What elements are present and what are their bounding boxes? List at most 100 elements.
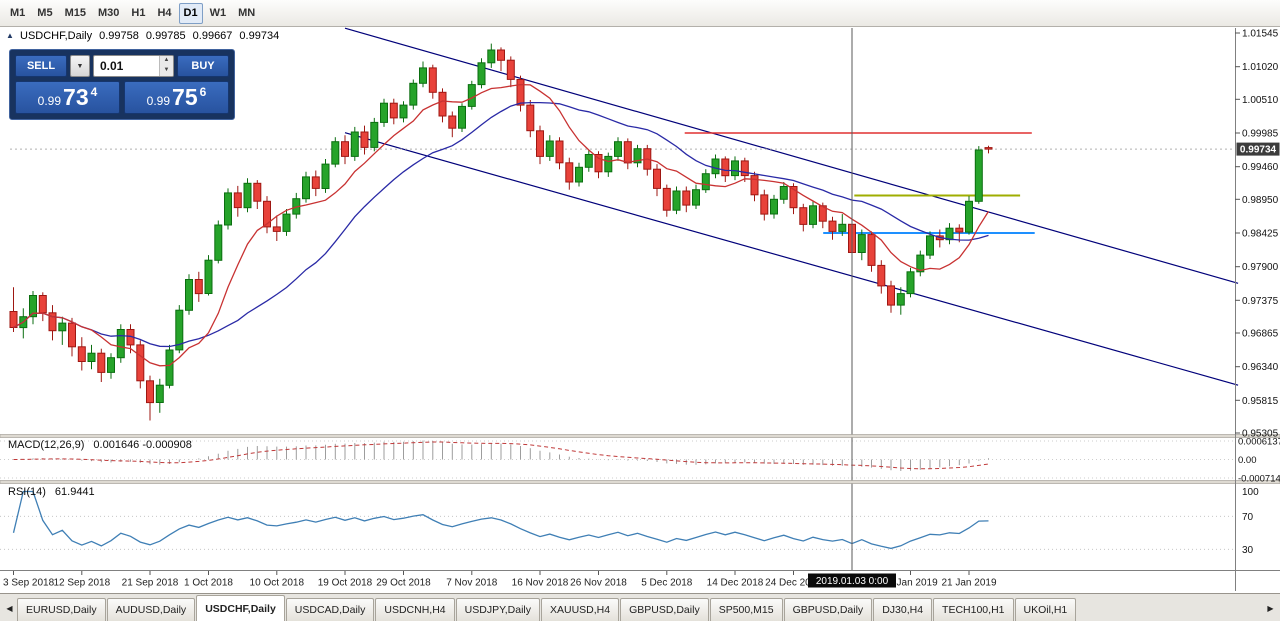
svg-text:0.99985: 0.99985 [1242, 129, 1279, 140]
rsi-panel [0, 490, 1235, 550]
svg-text:0.99460: 0.99460 [1242, 162, 1279, 173]
timeframe-d1-button[interactable]: D1 [178, 2, 203, 24]
svg-text:24 Dec 2018: 24 Dec 2018 [765, 578, 822, 589]
buy-button[interactable]: BUY [177, 55, 229, 77]
current-price-badge [1236, 142, 1280, 156]
chart-title: USDCHF,Daily 0.99758 0.99785 0.99667 0.9… [20, 30, 279, 42]
svg-text:0.00: 0.00 [1238, 455, 1257, 466]
rsi-name: RSI(14) [8, 486, 46, 498]
price-axis[interactable]: 1.01545 1.01020 1.00510 0.99985 0.99460 0.989… [1235, 28, 1280, 591]
ohlc-open: 0.99758 [99, 30, 139, 42]
svg-text:0.95305: 0.95305 [1242, 429, 1279, 440]
buy-price-pips: 75 [172, 84, 198, 110]
svg-text:1.01020: 1.01020 [1242, 62, 1279, 73]
volume-spinner[interactable]: ▲ ▼ [159, 56, 173, 76]
sell-button[interactable]: SELL [15, 55, 67, 77]
tab-tech100-h1[interactable]: TECH100,H1 [933, 598, 1014, 621]
timeframe-m30-button[interactable]: M30 [93, 3, 124, 24]
macd-values: 0.001646 -0.000908 [93, 439, 192, 451]
rsi-indicator-label: RSI(14) 61.9441 [8, 486, 95, 498]
tab-gbpusd-daily[interactable]: GBPUSD,Daily [620, 598, 709, 621]
buy-price-point: 6 [199, 85, 207, 99]
ohlc-low: 0.99667 [192, 30, 233, 42]
one-click-collapse-icon[interactable]: ▲ [6, 31, 14, 40]
time-axis[interactable]: 3 Sep 2018 12 Sep 2018 21 Sep 2018 1 Oct 20… [3, 571, 997, 589]
svg-text:30: 30 [1242, 545, 1254, 556]
timeframe-w1-button[interactable]: W1 [205, 3, 232, 24]
svg-text:0.97375: 0.97375 [1242, 296, 1279, 307]
spinner-up-icon[interactable]: ▲ [160, 56, 173, 66]
tab-sp500-m15[interactable]: SP500,M15 [709, 598, 783, 621]
chart-symbol-label: USDCHF,Daily [20, 30, 93, 42]
svg-text:21 Sep 2018: 21 Sep 2018 [122, 578, 179, 589]
candlestick-series [9, 43, 993, 421]
macd-signal-line [13, 441, 989, 470]
svg-text:0.95815: 0.95815 [1242, 396, 1279, 407]
svg-text:0.99734: 0.99734 [1240, 145, 1277, 156]
svg-text:26 Nov 2018: 26 Nov 2018 [570, 578, 627, 589]
svg-text:70: 70 [1242, 512, 1254, 523]
chevron-down-icon: ▼ [76, 62, 84, 70]
one-click-trading-panel: SELL ▼ ▲ ▼ BUY 0.99 73 4 0.9 [9, 49, 235, 120]
rsi-line [12, 490, 989, 550]
timeframe-h4-button[interactable]: H4 [152, 3, 176, 24]
volume-input[interactable] [94, 56, 159, 76]
tab-usdjpy-daily[interactable]: USDJPY,Daily [455, 598, 540, 621]
trend-channel[interactable] [344, 27, 1239, 386]
svg-text:0.96865: 0.96865 [1242, 329, 1279, 340]
svg-text:0.98425: 0.98425 [1242, 229, 1279, 240]
buy-price-button[interactable]: 0.99 75 6 [124, 81, 229, 114]
sell-price-button[interactable]: 0.99 73 4 [15, 81, 120, 114]
tab-audusd-daily[interactable]: AUDUSD,Daily [106, 598, 196, 621]
tab-ukoil-h1[interactable]: UKOil,H1 [1014, 598, 1077, 621]
tab-eurusd-daily[interactable]: EURUSD,Daily [17, 598, 106, 621]
timeframe-toolbar: M1 M5 M15 M30 H1 H4 D1 W1 MN [0, 0, 1280, 27]
sell-price-pips: 73 [63, 84, 89, 110]
svg-text:1.00510: 1.00510 [1242, 95, 1279, 106]
svg-text:12 Sep 2018: 12 Sep 2018 [53, 578, 110, 589]
svg-text:16 Nov 2018: 16 Nov 2018 [512, 578, 569, 589]
svg-text:0.96340: 0.96340 [1242, 362, 1279, 373]
svg-text:1.01545: 1.01545 [1242, 29, 1279, 40]
spinner-down-icon[interactable]: ▼ [160, 66, 173, 76]
svg-text:10 Oct 2018: 10 Oct 2018 [250, 578, 305, 589]
rsi-value: 61.9441 [54, 486, 95, 498]
svg-text:5 Dec 2018: 5 Dec 2018 [641, 578, 693, 589]
timeframe-h1-button[interactable]: H1 [126, 3, 150, 24]
macd-panel [0, 440, 1235, 479]
timeframe-m15-button[interactable]: M15 [60, 3, 91, 24]
svg-text:0.97900: 0.97900 [1242, 262, 1279, 273]
tab-usdcad-daily[interactable]: USDCAD,Daily [285, 598, 375, 621]
svg-text:1 Oct 2018: 1 Oct 2018 [184, 578, 233, 589]
timeframe-m5-button[interactable]: M5 [32, 3, 57, 24]
svg-text:0.0006137: 0.0006137 [1238, 437, 1280, 448]
volume-field: ▲ ▼ [93, 55, 174, 77]
tab-usdcnh-h4[interactable]: USDCNH,H4 [375, 598, 455, 621]
tabs-scroll-right-button[interactable]: ▶ [1263, 595, 1278, 621]
ohlc-close: 0.99734 [239, 30, 280, 42]
svg-text:29 Oct 2018: 29 Oct 2018 [376, 578, 431, 589]
tab-gbpusd-daily-2[interactable]: GBPUSD,Daily [783, 598, 873, 621]
svg-text:-0.0007142: -0.0007142 [1238, 474, 1280, 485]
horizontal-level-lines[interactable] [684, 132, 1035, 234]
tabs-scroll-left-button[interactable]: ◀ [2, 595, 17, 621]
volume-dropdown-button[interactable]: ▼ [70, 55, 90, 77]
sell-price-base: 0.99 [37, 94, 62, 108]
svg-text:11 Jan 2019: 11 Jan 2019 [883, 578, 938, 589]
chart-area: 1.01545 1.01020 1.00510 0.99985 0.99460 0.989… [0, 27, 1280, 593]
chart-tab-bar: ◀ EURUSD,Daily AUDUSD,Daily USDCHF,Daily… [0, 593, 1280, 621]
timeframe-mn-button[interactable]: MN [233, 3, 260, 24]
timeframe-m1-button[interactable]: M1 [5, 3, 30, 24]
svg-text:100: 100 [1242, 487, 1259, 498]
tab-dj30-h4[interactable]: DJ30,H4 [873, 598, 933, 621]
tab-usdchf-daily[interactable]: USDCHF,Daily [196, 595, 285, 621]
svg-text:3 Sep 2018: 3 Sep 2018 [3, 578, 55, 589]
price-chart[interactable]: 1.01545 1.01020 1.00510 0.99985 0.99460 0.989… [0, 27, 1280, 593]
svg-text:7 Nov 2018: 7 Nov 2018 [446, 578, 498, 589]
tab-xauusd-h4[interactable]: XAUUSD,H4 [540, 598, 620, 621]
ma-slow-line [13, 101, 989, 348]
svg-text:2019.01.03 0:00: 2019.01.03 0:00 [816, 576, 889, 587]
ma-fast-line [13, 83, 990, 367]
macd-indicator-label: MACD(12,26,9) 0.001646 -0.000908 [8, 439, 192, 451]
